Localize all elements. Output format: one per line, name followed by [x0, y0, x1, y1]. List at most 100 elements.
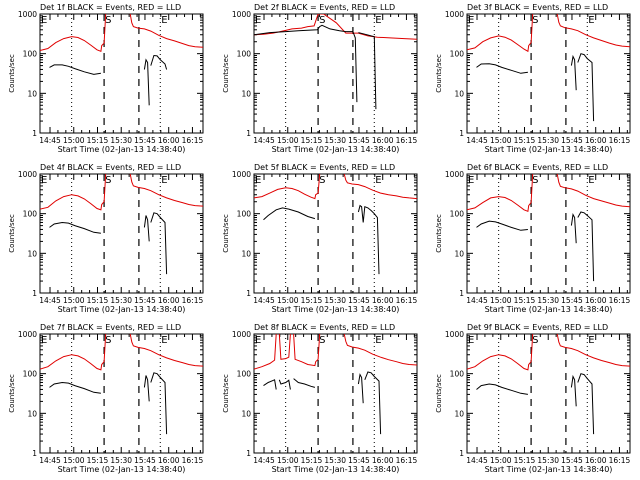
chart-1-x-tick-label: 15:30 — [110, 136, 132, 145]
chart-6-marker-label: S — [532, 175, 538, 186]
chart-7-series-lld-segment — [40, 334, 107, 371]
chart-5-series-events-segment — [263, 207, 316, 221]
chart-7-panel: Det 7f BLACK = Events, RED = LLD 1 10 100 10… — [8, 323, 204, 474]
chart-3-y-tick-label: 1 — [459, 129, 464, 138]
chart-8-panel: Det 8f BLACK = Events, RED = LLD 1 10 100 10… — [222, 323, 418, 474]
chart-4-x-tick-label: 14:45 — [39, 296, 61, 305]
chart-3-y-tick-label: 100 — [450, 50, 465, 59]
chart-3-x-tick-label: 15:00 — [490, 136, 512, 145]
chart-5-y-axis-label: Counts/sec — [222, 214, 230, 253]
chart-6-y-tick-label: 1000 — [445, 170, 464, 179]
chart-9-series-events-segment — [570, 374, 577, 407]
chart-1-series-events-segment — [150, 54, 168, 70]
chart-5-x-tick-label: 15:00 — [277, 296, 299, 305]
chart-2-x-tick-label: 14:45 — [253, 136, 275, 145]
chart-5-x-tick-label: 15:15 — [301, 296, 323, 305]
chart-2-marker-label: E — [375, 15, 381, 26]
chart-6-marker-label: E — [588, 175, 594, 186]
chart-4-x-tick-label: 15:45 — [134, 296, 156, 305]
chart-8-series-lld-segment — [278, 334, 291, 360]
chart-8-x-tick-label: 14:45 — [253, 456, 275, 465]
chart-6-x-tick-label: 15:45 — [561, 296, 583, 305]
chart-7-x-tick-label: 15:30 — [110, 456, 132, 465]
chart-8-x-axis-label: Start Time (02-Jan-13 14:38:40) — [272, 465, 400, 474]
chart-6-x-tick-label: 14:45 — [466, 296, 488, 305]
chart-5-y-tick-label: 1000 — [232, 170, 251, 179]
chart-5-x-tick-label: 15:45 — [348, 296, 370, 305]
chart-7-marker-label: E — [161, 335, 167, 346]
chart-9-x-tick-label: 15:15 — [514, 456, 536, 465]
chart-7-y-tick-label: 100 — [23, 370, 38, 379]
chart-9-x-tick-label: 16:00 — [585, 456, 607, 465]
chart-3-x-tick-label: 14:45 — [466, 136, 488, 145]
chart-2-x-tick-label: 16:00 — [372, 136, 394, 145]
chart-7-marker-label: E — [41, 335, 47, 346]
chart-6-series-lld-segment — [467, 174, 534, 212]
chart-3-series-events-segment — [577, 53, 595, 122]
chart-4-series-lld-segment — [40, 174, 107, 211]
chart-9-y-tick-label: 1000 — [445, 330, 464, 339]
chart-8-series-events-segment — [293, 378, 316, 388]
chart-9-x-tick-label: 15:00 — [490, 456, 512, 465]
chart-3-y-axis-label: Counts/sec — [435, 54, 443, 93]
chart-2-title: Det 2f BLACK = Events, RED = LLD — [254, 3, 395, 12]
chart-9-y-tick-label: 1 — [459, 449, 464, 458]
chart-5-marker-label: E — [375, 175, 381, 186]
chart-6-y-tick-label: 100 — [450, 210, 465, 219]
chart-2-x-tick-label: 15:00 — [277, 136, 299, 145]
chart-1-series-events-segment — [143, 58, 150, 106]
chart-7-series-events-segment — [49, 381, 101, 394]
chart-4-series-lld-segment — [129, 174, 203, 207]
chart-1-title: Det 1f BLACK = Events, RED = LLD — [40, 3, 181, 12]
chart-5-marker-label: S — [319, 175, 325, 186]
chart-4-x-tick-label: 16:15 — [182, 296, 204, 305]
chart-5-series-events-segment — [357, 204, 380, 275]
chart-4-marker-label: E — [41, 175, 47, 186]
chart-2-x-axis-label: Start Time (02-Jan-13 14:38:40) — [272, 145, 400, 154]
chart-2-marker-label: S — [319, 15, 325, 26]
chart-1-marker-label: E — [41, 15, 47, 26]
chart-4-y-axis-label: Counts/sec — [8, 214, 16, 253]
chart-7-title: Det 7f BLACK = Events, RED = LLD — [40, 323, 181, 332]
chart-7-y-tick-label: 1000 — [18, 330, 37, 339]
chart-3-series-lld-segment — [467, 14, 534, 53]
chart-7-x-tick-label: 15:00 — [63, 456, 85, 465]
chart-4-marker-label: S — [105, 175, 111, 186]
chart-2-y-axis-label: Counts/sec — [222, 54, 230, 93]
chart-7-x-tick-label: 16:00 — [158, 456, 180, 465]
chart-9-series-lld-segment — [556, 334, 630, 367]
chart-7-y-axis-label: Counts/sec — [8, 374, 16, 413]
chart-3-series-events-segment — [476, 63, 528, 74]
chart-1-y-axis-label: Counts/sec — [8, 54, 16, 93]
chart-4-panel: Det 4f BLACK = Events, RED = LLD 1 10 100 10… — [8, 163, 204, 314]
chart-5-marker-label: E — [255, 175, 261, 186]
chart-9-y-axis-label: Counts/sec — [435, 374, 443, 413]
chart-7-x-tick-label: 16:15 — [182, 456, 204, 465]
chart-2-x-tick-label: 15:45 — [348, 136, 370, 145]
chart-9-marker-label: E — [588, 335, 594, 346]
chart-6-x-axis-label: Start Time (02-Jan-13 14:38:40) — [485, 305, 613, 314]
chart-6-x-tick-label: 16:15 — [609, 296, 631, 305]
chart-6-series-events-segment — [476, 220, 528, 231]
chart-8-y-tick-label: 100 — [237, 370, 252, 379]
chart-3-series-events-segment — [570, 54, 577, 91]
chart-4-x-tick-label: 15:00 — [63, 296, 85, 305]
chart-2-marker-label: E — [255, 15, 261, 26]
chart-1-series-lld-segment — [129, 14, 203, 48]
chart-8-x-tick-label: 15:15 — [301, 456, 323, 465]
chart-7-y-tick-label: 1 — [32, 449, 37, 458]
chart-6-x-tick-label: 15:30 — [537, 296, 559, 305]
chart-6-x-tick-label: 15:15 — [514, 296, 536, 305]
chart-8-x-tick-label: 16:15 — [396, 456, 418, 465]
chart-8-series-events-segment — [364, 371, 382, 435]
chart-9-title: Det 9f BLACK = Events, RED = LLD — [467, 323, 608, 332]
chart-9-marker-label: E — [468, 335, 474, 346]
chart-1-series-events-segment — [49, 64, 101, 75]
chart-3-marker-label: S — [532, 15, 538, 26]
chart-5-x-tick-label: 16:00 — [372, 296, 394, 305]
chart-9-series-events-segment — [577, 373, 595, 435]
chart-6-panel: Det 6f BLACK = Events, RED = LLD 1 10 100 10… — [435, 163, 631, 314]
chart-9-panel: Det 9f BLACK = Events, RED = LLD 1 10 100 10… — [435, 323, 631, 474]
